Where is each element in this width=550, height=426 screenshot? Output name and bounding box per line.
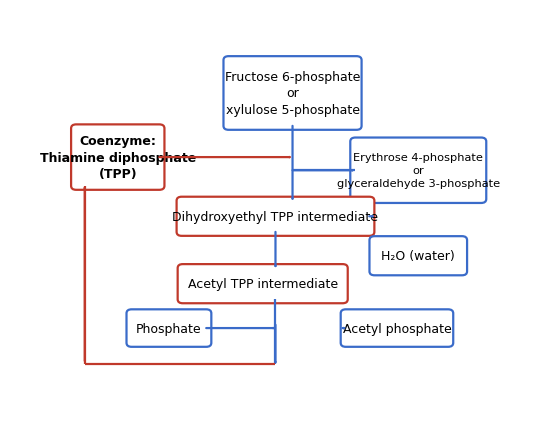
Text: Acetyl phosphate: Acetyl phosphate — [343, 322, 452, 335]
FancyBboxPatch shape — [178, 265, 348, 304]
Text: Erythrose 4-phosphate
or
glyceraldehyde 3-phosphate: Erythrose 4-phosphate or glyceraldehyde … — [337, 153, 500, 189]
Text: Acetyl TPP intermediate: Acetyl TPP intermediate — [188, 277, 338, 291]
FancyBboxPatch shape — [340, 310, 453, 347]
Text: Coenzyme:
Thiamine diphosphate
(TPP): Coenzyme: Thiamine diphosphate (TPP) — [40, 135, 196, 181]
Text: Dihydroxyethyl TPP intermediate: Dihydroxyethyl TPP intermediate — [173, 210, 378, 223]
Text: Fructose 6-phosphate
or
xylulose 5-phosphate: Fructose 6-phosphate or xylulose 5-phosp… — [225, 71, 360, 117]
FancyBboxPatch shape — [350, 138, 486, 204]
FancyBboxPatch shape — [177, 197, 375, 236]
FancyBboxPatch shape — [223, 57, 361, 130]
Text: Phosphate: Phosphate — [136, 322, 202, 335]
FancyBboxPatch shape — [71, 125, 164, 190]
Text: H₂O (water): H₂O (water) — [381, 250, 455, 262]
FancyBboxPatch shape — [126, 310, 211, 347]
FancyBboxPatch shape — [370, 236, 467, 276]
